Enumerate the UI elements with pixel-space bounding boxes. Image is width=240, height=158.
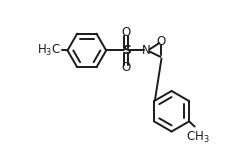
- Text: CH$_3$: CH$_3$: [186, 130, 209, 145]
- Text: O: O: [122, 61, 131, 74]
- Text: S: S: [122, 44, 131, 57]
- Text: O: O: [122, 26, 131, 40]
- Text: O: O: [157, 35, 166, 48]
- Text: N: N: [142, 44, 151, 57]
- Text: H$_3$C: H$_3$C: [37, 43, 61, 58]
